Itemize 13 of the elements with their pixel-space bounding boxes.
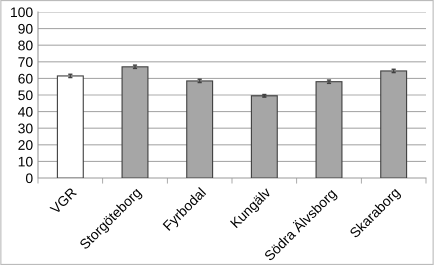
y-tick-label: 40 <box>18 106 33 117</box>
y-tick-label: 80 <box>18 40 33 50</box>
y-tick-label: 100 <box>11 7 33 18</box>
y-tick-label: 90 <box>18 24 33 34</box>
y-tick-label: 10 <box>18 156 33 167</box>
y-tick-label: 20 <box>18 140 33 150</box>
y-tick-label: 70 <box>18 57 33 67</box>
y-tick-label: 50 <box>18 90 33 100</box>
y-tick-label: 60 <box>18 74 33 84</box>
bar <box>56 75 84 178</box>
y-tick-label: 0 <box>26 173 33 184</box>
x-tick-label: VGR <box>49 187 78 215</box>
y-tick-label: 30 <box>18 124 33 134</box>
